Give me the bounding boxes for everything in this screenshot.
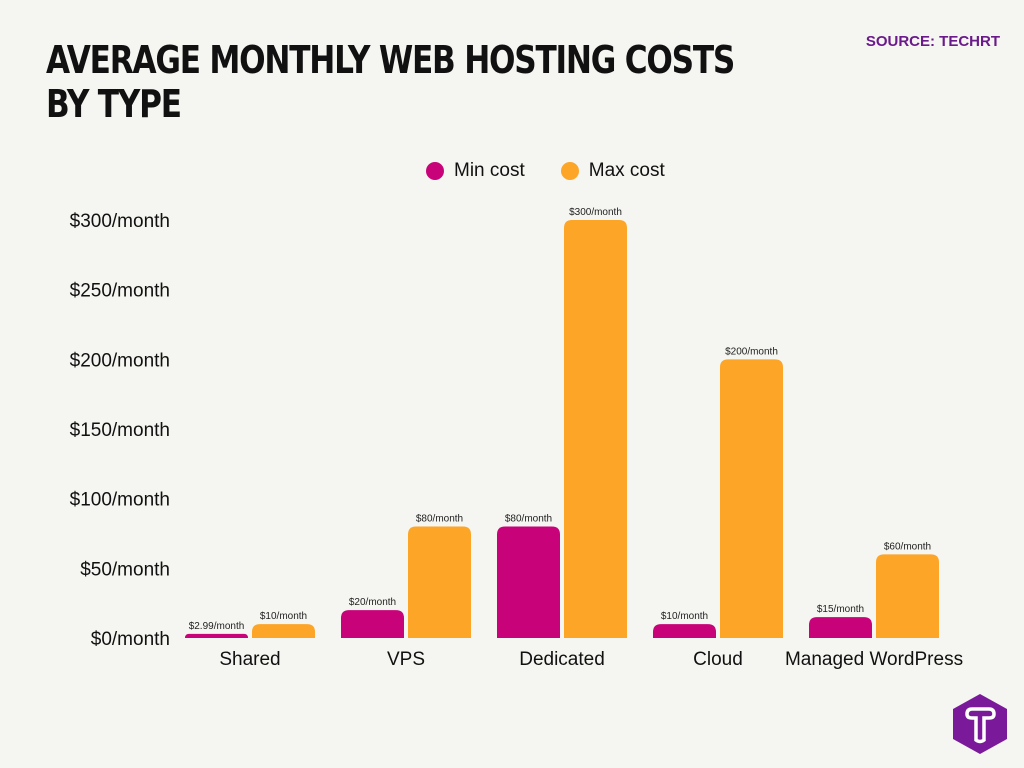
data-label: $200/month bbox=[725, 346, 778, 357]
data-label: $300/month bbox=[569, 207, 622, 218]
data-label: $20/month bbox=[349, 597, 396, 608]
data-label: $15/month bbox=[817, 604, 864, 615]
bar-min bbox=[341, 610, 404, 638]
bar-max bbox=[252, 624, 315, 638]
bar-max bbox=[564, 220, 627, 638]
x-tick-label: Cloud bbox=[693, 649, 743, 670]
y-tick-label: $200/month bbox=[70, 350, 170, 371]
x-tick-label: Shared bbox=[219, 649, 280, 670]
bar-max bbox=[408, 526, 471, 638]
y-tick-label: $250/month bbox=[70, 281, 170, 302]
data-label: $10/month bbox=[260, 611, 307, 622]
techrt-logo bbox=[953, 694, 1007, 754]
y-tick-label: $50/month bbox=[80, 559, 170, 580]
y-tick-label: $300/month bbox=[70, 211, 170, 232]
chart-title: AVERAGE MONTHLY WEB HOSTING COSTS BY TYP… bbox=[46, 38, 735, 126]
bar-max bbox=[720, 359, 783, 638]
data-label: $10/month bbox=[661, 611, 708, 622]
data-label: $80/month bbox=[416, 514, 463, 525]
legend: Min cost Max cost bbox=[426, 160, 665, 182]
bar-min bbox=[653, 624, 716, 638]
data-label: $80/month bbox=[505, 514, 552, 525]
bar-max bbox=[876, 554, 939, 638]
legend-min-swatch bbox=[426, 162, 444, 180]
y-tick-label: $0/month bbox=[91, 629, 170, 650]
legend-min-label: Min cost bbox=[454, 160, 525, 181]
legend-max-swatch bbox=[560, 162, 579, 180]
source-label: SOURCE: TECHRT bbox=[865, 33, 1000, 50]
bar-min bbox=[497, 526, 560, 638]
bar-min bbox=[809, 617, 872, 638]
bar-min bbox=[185, 633, 248, 638]
x-tick-label: VPS bbox=[387, 649, 425, 670]
data-label: $60/month bbox=[884, 541, 931, 552]
legend-max-label: Max cost bbox=[588, 160, 665, 181]
data-label: $2.99/month bbox=[189, 621, 245, 632]
legend-min: Min cost bbox=[426, 160, 525, 182]
x-tick-label: Dedicated bbox=[519, 649, 605, 670]
x-tick-label: Managed WordPress bbox=[785, 649, 963, 670]
legend-max: Max cost bbox=[560, 160, 665, 182]
y-tick-label: $150/month bbox=[70, 420, 170, 441]
y-tick-label: $100/month bbox=[70, 490, 170, 511]
